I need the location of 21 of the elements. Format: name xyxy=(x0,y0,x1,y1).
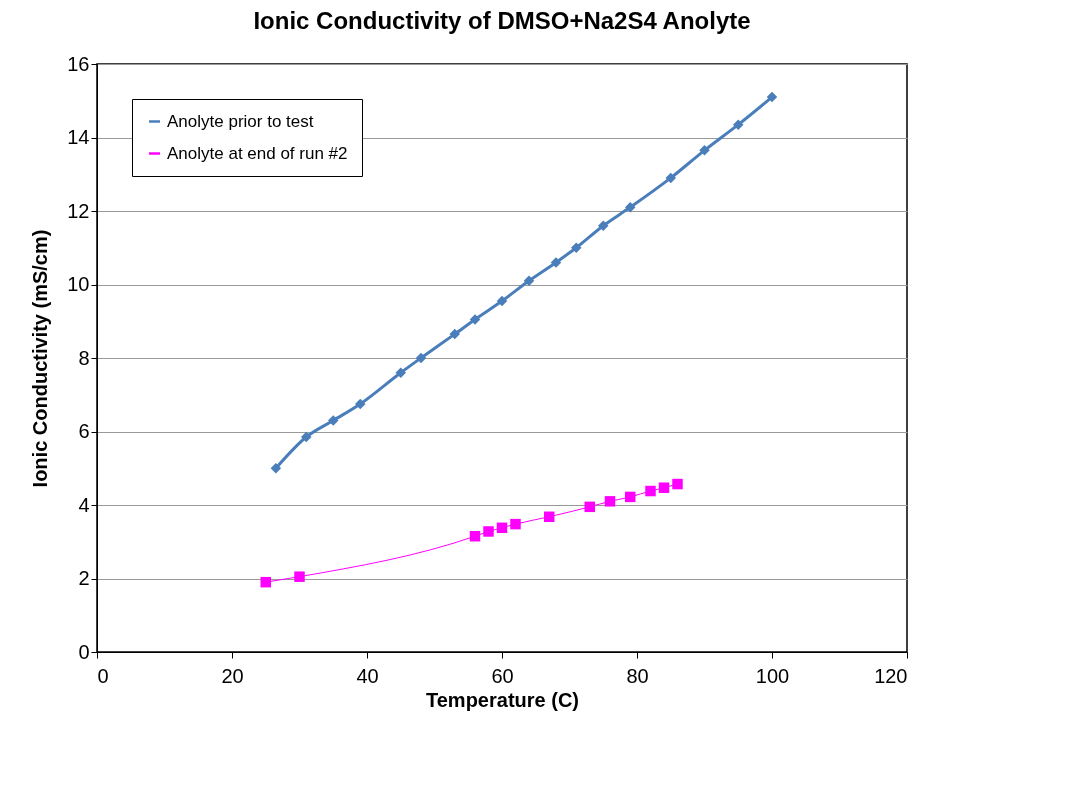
legend-label: Anolyte at end of run #2 xyxy=(167,143,348,163)
y-tick-label: 6 xyxy=(78,420,90,442)
y-tick-label: 12 xyxy=(67,199,90,222)
y-tick-label: 10 xyxy=(67,273,90,295)
y-tick-label: 14 xyxy=(67,126,90,148)
y-tick-label: 2 xyxy=(78,567,90,589)
x-tick-label: 100 xyxy=(755,664,790,687)
x-tick-label: 40 xyxy=(356,664,379,687)
x-axis-title: Temperature (C) xyxy=(426,688,579,711)
chart-title: Ionic Conductivity of DMSO+Na2S4 Anolyte xyxy=(253,7,751,34)
x-tick-label: 120 xyxy=(874,664,908,687)
legend-label: Anolyte prior to test xyxy=(167,111,314,131)
x-tick-label: 80 xyxy=(626,664,649,687)
y-tick-label: 0 xyxy=(78,640,90,663)
y-tick-label: 16 xyxy=(67,52,90,75)
y-axis-title: Ionic Conductivity (mS/cm) xyxy=(29,229,52,488)
x-tick-label: 60 xyxy=(491,664,514,687)
y-tick-label: 8 xyxy=(78,346,90,369)
x-tick-label: 0 xyxy=(97,664,109,687)
x-tick-label: 20 xyxy=(221,664,244,687)
y-tick-label: 4 xyxy=(78,493,90,516)
